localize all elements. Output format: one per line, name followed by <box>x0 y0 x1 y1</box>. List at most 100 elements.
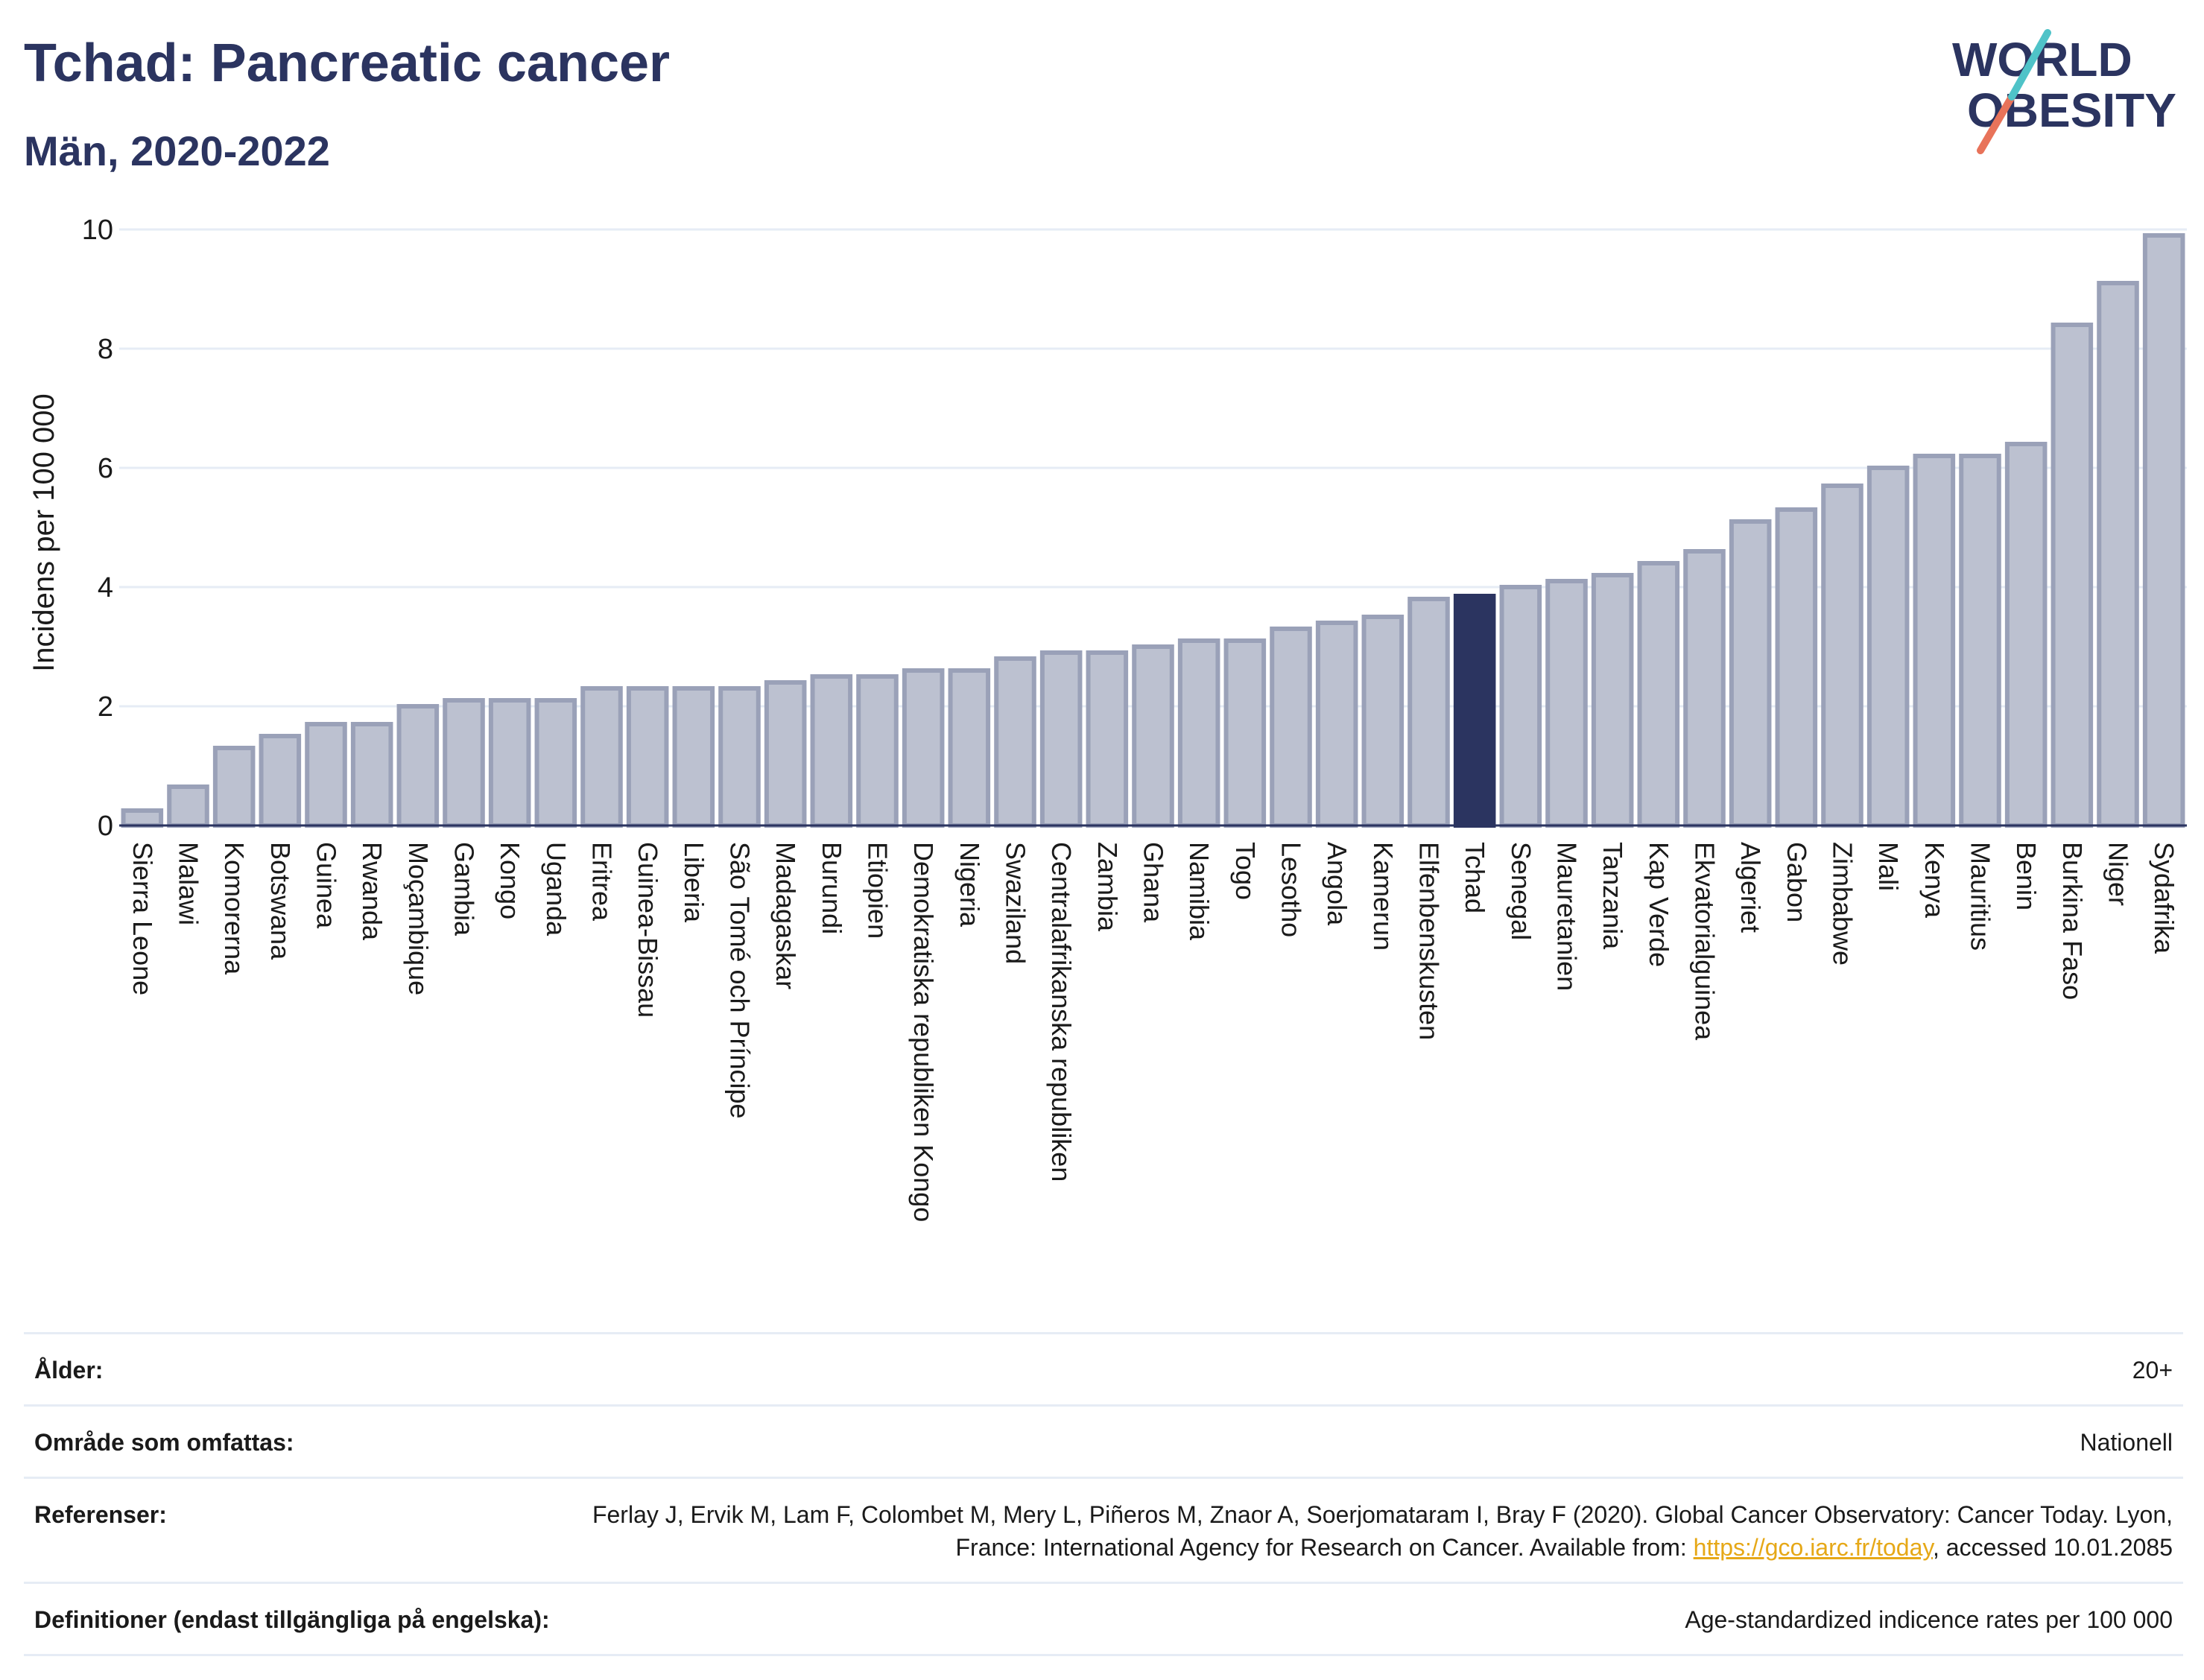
x-tick-label: Lesotho <box>1276 842 1307 937</box>
bar <box>626 686 669 828</box>
bar <box>1177 638 1220 828</box>
bar <box>2004 442 2048 828</box>
references-label: Referenser: <box>34 1501 167 1528</box>
y-axis-ticks: 0 2 4 6 8 10 <box>82 215 113 842</box>
x-axis-labels: Sierra Leone Malawi Komorerna Botswana Guine… <box>127 842 2179 1222</box>
references-text: Ferlay J, Ervik M, Lam F, Colombet M, Me… <box>592 1501 2173 1561</box>
bar <box>259 734 302 828</box>
bar <box>1499 585 1542 828</box>
x-tick-label: Ghana <box>1139 842 1169 923</box>
bar <box>1866 466 1910 828</box>
bar <box>1775 507 1818 828</box>
bar <box>856 674 899 828</box>
bar <box>1913 454 1956 828</box>
y-tick-label: 2 <box>98 691 113 723</box>
x-tick-label: Burkina Faso <box>2057 842 2088 1000</box>
bar <box>764 680 807 828</box>
x-tick-label: Nigeria <box>954 842 985 928</box>
x-tick-label: Sydafrika <box>2149 842 2179 954</box>
y-tick-label: 4 <box>98 572 113 603</box>
bar <box>1683 549 1726 828</box>
bar <box>1361 615 1405 828</box>
x-tick-label: Madagaskar <box>770 842 801 989</box>
bar <box>948 668 991 828</box>
bar-highlighted <box>1453 594 1496 828</box>
y-axis-label: Incidens per 100 000 <box>28 393 60 672</box>
y-tick-label: 10 <box>82 215 113 246</box>
bar <box>1545 579 1588 828</box>
references-link[interactable]: https://gco.iarc.fr/today <box>1693 1534 1933 1561</box>
bar <box>121 808 164 828</box>
x-tick-label: Senegal <box>1506 842 1536 940</box>
x-tick-label: Niger <box>2103 842 2134 906</box>
bar <box>1086 650 1129 828</box>
meta-row-definitions: Definitioner (endast tillgängliga på eng… <box>24 1582 2183 1656</box>
x-tick-label: Benin <box>2011 842 2042 910</box>
x-tick-label: Gambia <box>449 842 480 936</box>
age-value: 20+ <box>2132 1357 2173 1383</box>
bar <box>1223 638 1267 828</box>
bar <box>488 698 531 828</box>
y-tick-label: 0 <box>98 811 113 842</box>
x-tick-label: Zimbabwe <box>1828 842 1858 966</box>
x-tick-label: Demokratiska republiken Kongo <box>908 842 939 1222</box>
x-tick-label: Tchad <box>1460 842 1490 913</box>
x-tick-label: São Tomé och Príncipe <box>725 842 756 1119</box>
bar <box>1591 573 1634 828</box>
x-tick-label: Gabon <box>1782 842 1812 922</box>
bar <box>212 746 256 828</box>
bar <box>1821 484 1863 828</box>
bar <box>672 686 715 828</box>
bar <box>1959 454 2001 828</box>
x-tick-label: Guinea-Bissau <box>633 842 663 1018</box>
x-tick-label: Mauretanien <box>1552 842 1583 991</box>
x-tick-label: Rwanda <box>357 842 387 941</box>
chart-title: Tchad: Pancreatic cancer <box>24 34 671 93</box>
x-tick-label: Angola <box>1322 842 1352 926</box>
y-tick-label: 6 <box>98 453 113 484</box>
x-tick-label: Burundi <box>817 842 847 934</box>
x-tick-label: Centralafrikanska republiken <box>1046 842 1077 1182</box>
y-tick-label: 8 <box>98 334 113 365</box>
logo-slash-upper <box>2008 29 2051 101</box>
bar <box>902 668 945 828</box>
bar <box>2142 233 2185 828</box>
x-tick-label: Algeriet <box>1735 842 1766 933</box>
x-tick-label: Kenya <box>1919 842 1950 919</box>
x-tick-label: Elfenbenskusten <box>1414 842 1445 1040</box>
world-obesity-logo: WORLD OBESITY <box>1952 29 2176 154</box>
x-tick-label: Botswana <box>265 842 296 960</box>
chart-subtitle: Män, 2020-2022 <box>24 127 330 174</box>
area-value: Nationell <box>2080 1429 2173 1456</box>
x-tick-label: Liberia <box>679 842 709 923</box>
x-tick-label: Guinea <box>311 842 342 929</box>
x-tick-label: Namibia <box>1184 842 1215 941</box>
x-tick-label: Uganda <box>541 842 571 936</box>
x-tick-label: Togo <box>1230 842 1261 900</box>
x-tick-label: Kap Verde <box>1644 842 1674 967</box>
bar <box>994 656 1036 828</box>
x-tick-label: Eritrea <box>587 842 618 922</box>
x-tick-label: Mauritius <box>1966 842 1996 951</box>
meta-row-age: Ålder: 20+ <box>24 1332 2183 1404</box>
bar <box>443 698 485 828</box>
definitions-value: Age-standardized indicence rates per 100… <box>1685 1606 2173 1633</box>
age-label: Ålder: <box>34 1357 104 1383</box>
x-tick-label: Sierra Leone <box>127 842 158 995</box>
references-value: Ferlay J, Ervik M, Lam F, Colombet M, Me… <box>571 1498 2173 1564</box>
bar <box>396 704 440 828</box>
x-tick-label: Moçambique <box>403 842 434 995</box>
meta-row-references: Referenser: Ferlay J, Ervik M, Lam F, Co… <box>24 1477 2183 1582</box>
definitions-label: Definitioner (endast tillgängliga på eng… <box>34 1606 550 1633</box>
x-tick-label: Tanzania <box>1597 842 1628 950</box>
bar <box>580 686 623 828</box>
bar <box>1039 650 1083 828</box>
logo-slash-lower <box>1977 93 2015 154</box>
bar <box>1270 627 1312 828</box>
x-tick-label: Komorerna <box>219 842 250 975</box>
bar <box>2097 281 2139 828</box>
x-tick-label: Etiopien <box>863 842 893 939</box>
metadata-table: Ålder: 20+ Område som omfattas: Nationel… <box>24 1332 2183 1656</box>
meta-row-area: Område som omfattas: Nationell <box>24 1404 2183 1477</box>
bar-chart: 0 2 4 6 8 10 Incidens per 100 000 Sierra Leon… <box>28 215 2187 1222</box>
